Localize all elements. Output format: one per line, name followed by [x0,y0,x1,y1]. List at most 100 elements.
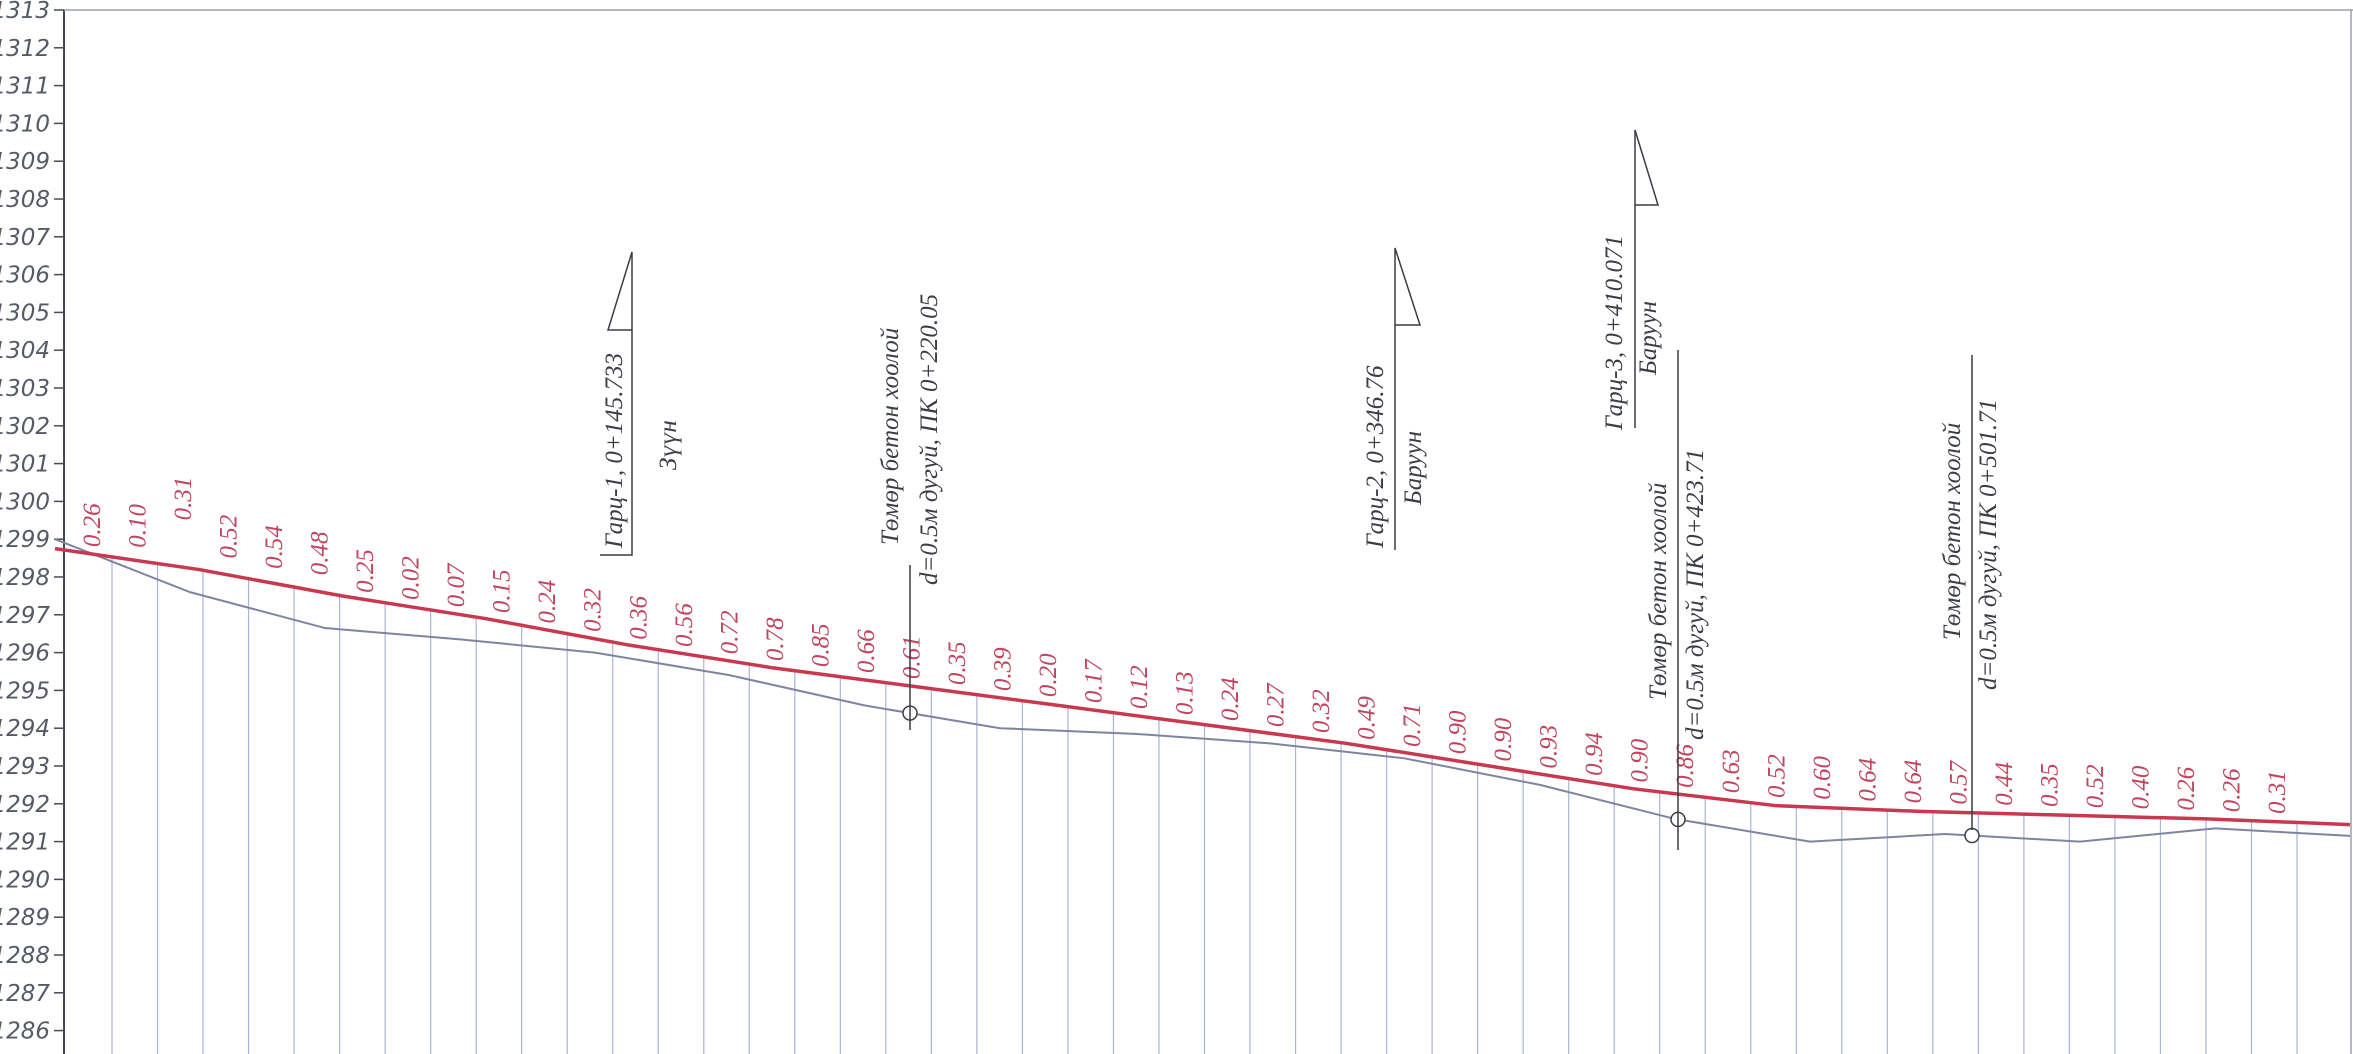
elevation-difference-label: 0.10 [125,504,152,548]
elevation-difference-label: 0.07 [443,562,470,607]
culvert-1-annotation: Төмөр бетон хоолой d=0.5м дугуй, ПК 0+22… [877,294,943,730]
y-tick-label: 1309 [0,149,50,175]
y-tick-label: 1306 [0,263,50,289]
elevation-difference-label: 0.44 [1991,762,2018,806]
elevation-difference-label: 0.63 [1718,749,1745,793]
culvert-2-spec: d=0.5м дугуй, ПК 0+423.71 [1682,449,1709,740]
elevation-difference-labels: 0.26 0.10 0.31 0.52 0.54 0.48 0.25 0.02 0.07 0.15… [79,477,2291,814]
culvert-marker [1964,827,1980,844]
y-tick-label: 1299 [0,527,50,553]
elevation-difference-label: 0.48 [307,531,334,575]
elevation-difference-label: 0.57 [1945,759,1972,804]
y-tick-label: 1294 [0,716,50,742]
y-tick-label: 1293 [0,754,50,780]
elevation-difference-label: 0.40 [2127,765,2154,809]
y-tick-label: 1308 [0,187,50,213]
elevation-difference-label: 0.66 [853,629,880,673]
elevation-difference-label: 0.52 [1763,754,1790,798]
y-tick-label: 1311 [0,74,50,100]
design-line [54,546,2351,827]
y-tick-label: 1307 [0,225,50,251]
elevation-difference-label: 0.24 [534,580,561,624]
elevation-difference-label: 0.27 [1263,682,1290,727]
culvert-1-spec: d=0.5м дугуй, ПК 0+220.05 [916,294,943,585]
elevation-difference-label: 0.60 [1809,756,1836,800]
elevation-difference-label: 0.64 [1854,758,1881,802]
elevation-difference-label: 0.94 [1581,732,1608,776]
y-tick-label: 1289 [0,905,50,931]
elevation-difference-label: 0.32 [1308,689,1335,733]
elevation-difference-label: 0.26 [2218,768,2245,812]
elevation-difference-label: 0.85 [807,623,834,667]
crossing-3-side: Баруун [1635,301,1662,376]
elevation-difference-label: 0.64 [1900,760,1927,804]
y-tick-label: 1304 [0,338,50,364]
elevation-difference-label: 0.31 [170,477,197,521]
elevation-difference-label: 0.25 [352,549,379,593]
elevation-difference-label: 0.56 [671,603,698,647]
elevation-difference-label: 0.71 [1399,703,1426,747]
elevation-difference-label: 0.36 [625,596,652,640]
y-tick-label: 1288 [0,943,50,969]
elevation-difference-label: 0.12 [1126,665,1153,709]
y-tick-label: 1295 [0,678,50,704]
elevation-difference-label: 0.90 [1490,717,1517,761]
crossing-2-side: Баруун [1400,431,1427,506]
y-tick-label: 1296 [0,641,50,667]
elevation-difference-label: 0.35 [944,641,971,685]
y-tick-label: 1297 [0,603,50,629]
elevation-difference-label: 0.90 [1627,738,1654,782]
elevation-difference-label: 0.52 [2082,764,2109,808]
crossing-1-title: Гарц-1, 0+145.733 [601,353,628,549]
elevation-difference-label: 0.39 [989,647,1016,691]
culvert-3-title: Төмөр бетон хоолой [1939,422,1966,640]
elevation-difference-label: 0.54 [261,525,288,569]
elevation-difference-label: 0.02 [398,556,425,600]
y-tick-label: 1292 [0,792,50,818]
y-tick-label: 1303 [0,376,50,402]
crossing-3-title: Гарц-3, 0+410.071 [1601,235,1628,431]
y-tick-label: 1286 [0,1019,50,1045]
crossing-1-side: Зүүн [655,420,682,470]
y-tick-label: 1312 [0,36,50,62]
elevation-difference-label: 0.78 [762,617,789,661]
elevation-difference-label: 0.15 [489,569,516,613]
crossing-2-title: Гарц-2, 0+346.76 [1362,365,1389,549]
elevation-difference-label: 0.86 [1672,744,1699,788]
y-tick-label: 1291 [0,830,50,856]
elevation-difference-label: 0.93 [1536,725,1563,769]
elevation-difference-label: 0.26 [79,503,106,547]
elevation-difference-label: 0.26 [2173,766,2200,810]
elevation-difference-label: 0.13 [1172,671,1199,715]
crossing-3-annotation: Гарц-3, 0+410.071 Баруун [1601,129,1662,431]
elevation-difference-label: 0.61 [898,635,925,679]
elevation-difference-label: 0.72 [716,610,743,654]
elevation-difference-label: 0.20 [1035,653,1062,697]
culvert-2-annotation: Төмөр бетон хоолой d=0.5м дугуй, ПК 0+42… [1645,350,1709,850]
y-tick-label: 1298 [0,565,50,591]
culvert-2-title: Төмөр бетон хоолой [1645,482,1672,700]
elevation-difference-label: 0.49 [1354,696,1381,740]
elevation-difference-label: 0.31 [2264,770,2291,814]
elevation-difference-label: 0.35 [2036,763,2063,807]
culvert-3-annotation: Төмөр бетон хоолой d=0.5м дугуй, ПК 0+50… [1939,355,2002,830]
y-tick-label: 1302 [0,414,50,440]
culvert-3-spec: d=0.5м дугуй, ПК 0+501.71 [1975,399,2002,690]
elevation-difference-label: 0.90 [1445,710,1472,754]
y-tick-label: 1305 [0,300,50,326]
crossing-1-annotation: Гарц-1, 0+145.733 Зүүн [600,251,682,556]
elevation-difference-label: 0.52 [216,515,243,559]
y-tick-label: 1287 [0,981,50,1007]
station-verticals [111,555,2298,1054]
elevation-difference-label: 0.32 [580,588,607,632]
y-tick-label: 1301 [0,452,50,478]
culvert-1-title: Төмөр бетон хоолой [877,327,904,545]
crossing-2-annotation: Гарц-2, 0+346.76 Баруун [1362,247,1427,550]
y-tick-label: 1313 [0,0,50,24]
elevation-difference-label: 0.24 [1217,677,1244,721]
